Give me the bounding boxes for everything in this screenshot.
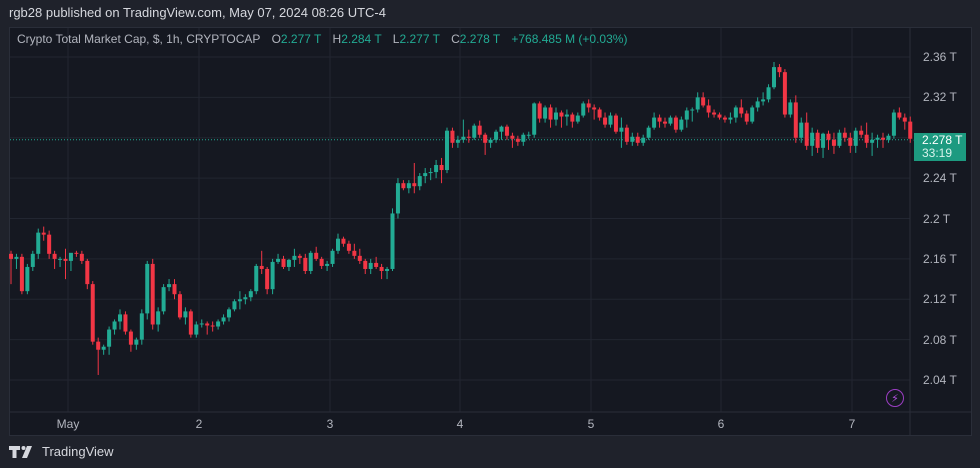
low-label: L	[392, 32, 400, 46]
time-axis-label: 5	[587, 417, 595, 431]
last-price-tag: 2.278 T 33:19	[914, 133, 966, 161]
change-value: +768.485 M (+0.03%)	[511, 32, 628, 46]
price-axis-label: 2.16 T	[923, 251, 957, 266]
price-axis-label: 2.08 T	[923, 332, 957, 347]
chart-pane[interactable]	[9, 27, 972, 436]
chart-legend: Crypto Total Market Cap, $, 1h, CRYPTOCA…	[17, 32, 627, 46]
bar-countdown: 33:19	[922, 146, 953, 160]
time-axis-label: 4	[456, 417, 464, 431]
high-label: H	[332, 32, 342, 46]
brand-name: TradingView	[42, 444, 114, 459]
price-axis-label: 2.04 T	[923, 373, 957, 387]
low-value: 2.277 T	[399, 32, 440, 46]
last-price: 2.278 T	[922, 133, 963, 147]
price-axis-label: 2.2 T	[923, 211, 951, 226]
high-value: 2.284 T	[341, 32, 382, 46]
footer-brand: TradingView	[9, 444, 114, 459]
publisher-line: rgb28 published on TradingView.com, May …	[9, 5, 386, 20]
open-label: O	[271, 32, 281, 46]
price-axis-label: 2.32 T	[923, 90, 957, 105]
time-axis-label: 3	[326, 417, 334, 431]
price-axis-label: 2.24 T	[923, 171, 957, 186]
lightning-bolt-icon[interactable]: ⚡︎	[886, 389, 904, 407]
time-axis-label: 2	[195, 417, 203, 431]
tradingview-logo-icon	[9, 445, 32, 458]
time-axis-label: 7	[848, 417, 856, 431]
time-axis-label: May	[56, 417, 80, 431]
open-value: 2.277 T	[280, 32, 322, 46]
price-axis-label: 2.36 T	[923, 50, 957, 64]
time-axis-label: 6	[717, 417, 725, 431]
close-value: 2.278 T	[459, 32, 501, 46]
symbol-label[interactable]: Crypto Total Market Cap, $, 1h, CRYPTOCA…	[17, 32, 261, 46]
price-axis-label: 2.12 T	[923, 292, 957, 307]
close-label: C	[451, 32, 460, 46]
